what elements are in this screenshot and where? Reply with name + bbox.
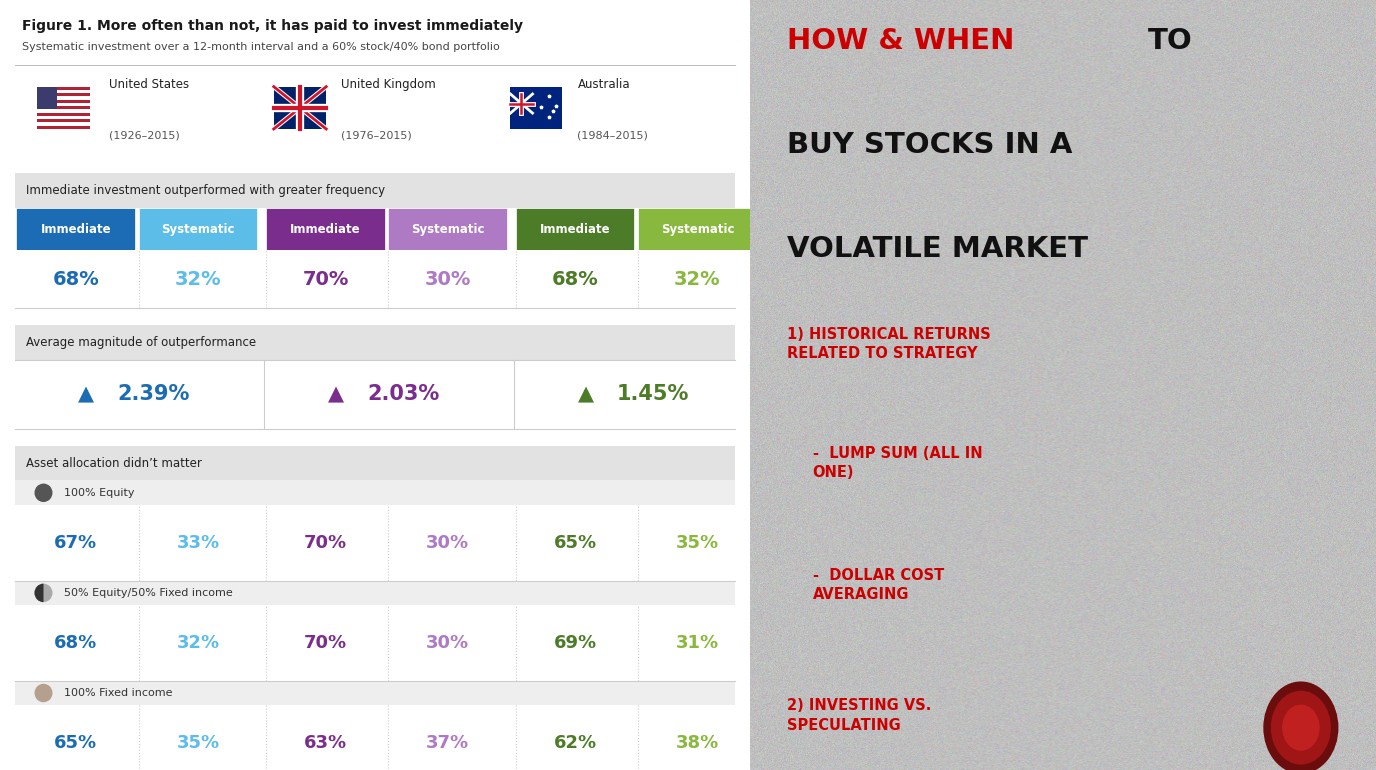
FancyBboxPatch shape bbox=[15, 681, 735, 705]
FancyBboxPatch shape bbox=[15, 325, 735, 360]
Text: 100% Fixed income: 100% Fixed income bbox=[63, 688, 172, 698]
Text: ▲: ▲ bbox=[78, 384, 94, 404]
Text: 2) INVESTING VS.
SPECULATING: 2) INVESTING VS. SPECULATING bbox=[787, 698, 932, 732]
Text: Immediate: Immediate bbox=[40, 223, 111, 236]
Text: 68%: 68% bbox=[54, 634, 98, 652]
FancyBboxPatch shape bbox=[37, 109, 89, 112]
Text: -  LUMP SUM (ALL IN
ONE): - LUMP SUM (ALL IN ONE) bbox=[812, 446, 982, 480]
Text: 1.45%: 1.45% bbox=[616, 384, 689, 404]
Text: 38%: 38% bbox=[676, 734, 720, 752]
Text: 70%: 70% bbox=[303, 270, 348, 289]
FancyBboxPatch shape bbox=[17, 360, 757, 429]
FancyBboxPatch shape bbox=[266, 208, 385, 250]
Circle shape bbox=[34, 484, 52, 502]
Text: Asset allocation didn’t matter: Asset allocation didn’t matter bbox=[26, 457, 202, 470]
Text: 31%: 31% bbox=[676, 634, 720, 652]
Text: Immediate investment outperformed with greater frequency: Immediate investment outperformed with g… bbox=[26, 184, 385, 197]
Text: 67%: 67% bbox=[54, 534, 98, 552]
Text: 65%: 65% bbox=[54, 734, 98, 752]
Text: 30%: 30% bbox=[427, 534, 469, 552]
Text: 33%: 33% bbox=[176, 534, 220, 552]
Text: (1976–2015): (1976–2015) bbox=[341, 131, 411, 141]
Circle shape bbox=[1271, 691, 1331, 765]
Text: 37%: 37% bbox=[427, 734, 469, 752]
Text: 32%: 32% bbox=[175, 270, 222, 289]
Text: Average magnitude of outperformance: Average magnitude of outperformance bbox=[26, 336, 256, 349]
Text: Systematic: Systematic bbox=[660, 223, 735, 236]
FancyBboxPatch shape bbox=[37, 87, 89, 129]
FancyBboxPatch shape bbox=[37, 96, 89, 99]
Text: 68%: 68% bbox=[52, 270, 99, 289]
Text: 30%: 30% bbox=[425, 270, 471, 289]
Text: Systematic: Systematic bbox=[411, 223, 484, 236]
FancyBboxPatch shape bbox=[17, 705, 757, 770]
Circle shape bbox=[1282, 705, 1320, 751]
FancyBboxPatch shape bbox=[139, 208, 257, 250]
Text: (1984–2015): (1984–2015) bbox=[578, 131, 648, 141]
Text: 2.03%: 2.03% bbox=[367, 384, 439, 404]
Circle shape bbox=[34, 584, 52, 602]
Text: -  DOLLAR COST
AVERAGING: - DOLLAR COST AVERAGING bbox=[812, 568, 944, 602]
Text: 2.39%: 2.39% bbox=[117, 384, 190, 404]
FancyBboxPatch shape bbox=[510, 87, 563, 129]
FancyBboxPatch shape bbox=[37, 122, 89, 126]
FancyBboxPatch shape bbox=[274, 87, 326, 129]
FancyBboxPatch shape bbox=[37, 103, 89, 106]
Text: (1926–2015): (1926–2015) bbox=[109, 131, 179, 141]
Text: Figure 1. More often than not, it has paid to invest immediately: Figure 1. More often than not, it has pa… bbox=[22, 19, 523, 33]
Wedge shape bbox=[34, 584, 44, 602]
Text: 50% Equity/50% Fixed income: 50% Equity/50% Fixed income bbox=[63, 588, 233, 598]
FancyBboxPatch shape bbox=[17, 505, 757, 581]
Text: 62%: 62% bbox=[553, 734, 597, 752]
Text: ▲: ▲ bbox=[578, 384, 593, 404]
Text: United Kingdom: United Kingdom bbox=[341, 78, 436, 91]
FancyBboxPatch shape bbox=[17, 605, 757, 681]
Text: 63%: 63% bbox=[304, 734, 347, 752]
Text: 69%: 69% bbox=[553, 634, 597, 652]
Circle shape bbox=[1263, 681, 1339, 770]
Text: 68%: 68% bbox=[552, 270, 599, 289]
FancyBboxPatch shape bbox=[15, 480, 735, 505]
Text: 32%: 32% bbox=[674, 270, 721, 289]
FancyBboxPatch shape bbox=[15, 581, 735, 605]
Text: Australia: Australia bbox=[578, 78, 630, 91]
Text: 100% Equity: 100% Equity bbox=[63, 488, 135, 497]
Text: Systematic investment over a 12-month interval and a 60% stock/40% bond portfoli: Systematic investment over a 12-month in… bbox=[22, 42, 501, 52]
FancyBboxPatch shape bbox=[15, 446, 735, 480]
Circle shape bbox=[34, 684, 52, 702]
FancyBboxPatch shape bbox=[37, 116, 89, 119]
Text: 1) HISTORICAL RETURNS
RELATED TO STRATEGY: 1) HISTORICAL RETURNS RELATED TO STRATEG… bbox=[787, 327, 991, 361]
Text: HOW & WHEN: HOW & WHEN bbox=[787, 27, 1015, 55]
Text: ▲: ▲ bbox=[327, 384, 344, 404]
Text: 35%: 35% bbox=[676, 534, 720, 552]
FancyBboxPatch shape bbox=[516, 208, 634, 250]
Text: United States: United States bbox=[109, 78, 189, 91]
FancyBboxPatch shape bbox=[17, 250, 757, 308]
Text: 35%: 35% bbox=[176, 734, 220, 752]
Text: 65%: 65% bbox=[553, 534, 597, 552]
FancyBboxPatch shape bbox=[37, 87, 58, 109]
Text: Systematic: Systematic bbox=[161, 223, 235, 236]
Text: 70%: 70% bbox=[304, 534, 347, 552]
Text: VOLATILE MARKET: VOLATILE MARKET bbox=[787, 235, 1088, 263]
Text: BUY STOCKS IN A: BUY STOCKS IN A bbox=[787, 131, 1073, 159]
FancyBboxPatch shape bbox=[638, 208, 757, 250]
FancyBboxPatch shape bbox=[17, 208, 135, 250]
Text: 70%: 70% bbox=[304, 634, 347, 652]
Text: 32%: 32% bbox=[176, 634, 220, 652]
FancyBboxPatch shape bbox=[388, 208, 506, 250]
Text: Immediate: Immediate bbox=[290, 223, 361, 236]
Text: Immediate: Immediate bbox=[539, 223, 611, 236]
Text: TO: TO bbox=[1148, 27, 1192, 55]
Text: 30%: 30% bbox=[427, 634, 469, 652]
FancyBboxPatch shape bbox=[15, 173, 735, 208]
FancyBboxPatch shape bbox=[37, 90, 89, 93]
